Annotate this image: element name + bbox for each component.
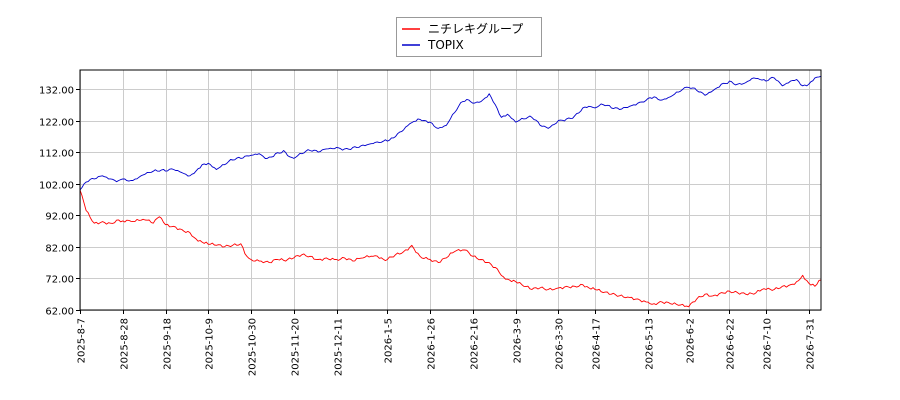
- y-tick-label: 112.00: [39, 149, 74, 160]
- legend-label: TOPIX: [427, 38, 464, 52]
- x-tick-label: 2026-3-30: [555, 318, 566, 370]
- legend-box: [396, 17, 542, 57]
- x-tick-label: 2025-10-30: [248, 318, 259, 376]
- x-tick-label: 2026-2-16: [470, 318, 481, 370]
- x-tick-label: 2025-8-7: [77, 318, 88, 363]
- x-tick-label: 2026-4-17: [592, 318, 603, 370]
- x-tick-label: 2025-10-9: [205, 318, 216, 370]
- x-tick-label: 2025-12-11: [334, 318, 345, 376]
- y-tick-label: 102.00: [39, 181, 74, 192]
- x-tick-label: 2026-1-5: [384, 318, 395, 363]
- x-tick-label: 2026-5-13: [645, 318, 656, 370]
- axes: 62.00 72.00 82.00 92.00 102.00 112.00 122.00 13…: [39, 86, 817, 377]
- x-tick-label: 2026-3-9: [513, 318, 524, 363]
- x-tick-label: 2026-1-26: [427, 318, 438, 370]
- x-tick-label: 2025-11-20: [291, 318, 302, 376]
- y-tick-label: 92.00: [45, 212, 74, 223]
- x-tick-label: 2025-8-28: [120, 318, 131, 370]
- x-tick-label: 2026-6-22: [726, 318, 737, 370]
- legend-label: ニチレキグループ: [428, 22, 523, 36]
- y-tick-label: 82.00: [45, 244, 74, 255]
- series-line-topix: [79, 75, 822, 191]
- x-tick-label: 2026-7-10: [763, 318, 774, 370]
- series-lines: [79, 75, 822, 308]
- plot-frame: [79, 69, 822, 311]
- x-tick-label: 2025-9-18: [163, 318, 174, 370]
- legend: ニチレキグループ TOPIX: [396, 17, 542, 57]
- y-tick-label: 62.00: [45, 307, 74, 318]
- y-tick-label: 132.00: [39, 86, 74, 97]
- y-tick-label: 72.00: [45, 275, 74, 286]
- y-tick-label: 122.00: [39, 118, 74, 129]
- x-tick-label: 2026-7-31: [806, 318, 817, 370]
- x-tick-label: 2026-6-2: [686, 318, 697, 363]
- series-line-nichireki: [79, 189, 822, 308]
